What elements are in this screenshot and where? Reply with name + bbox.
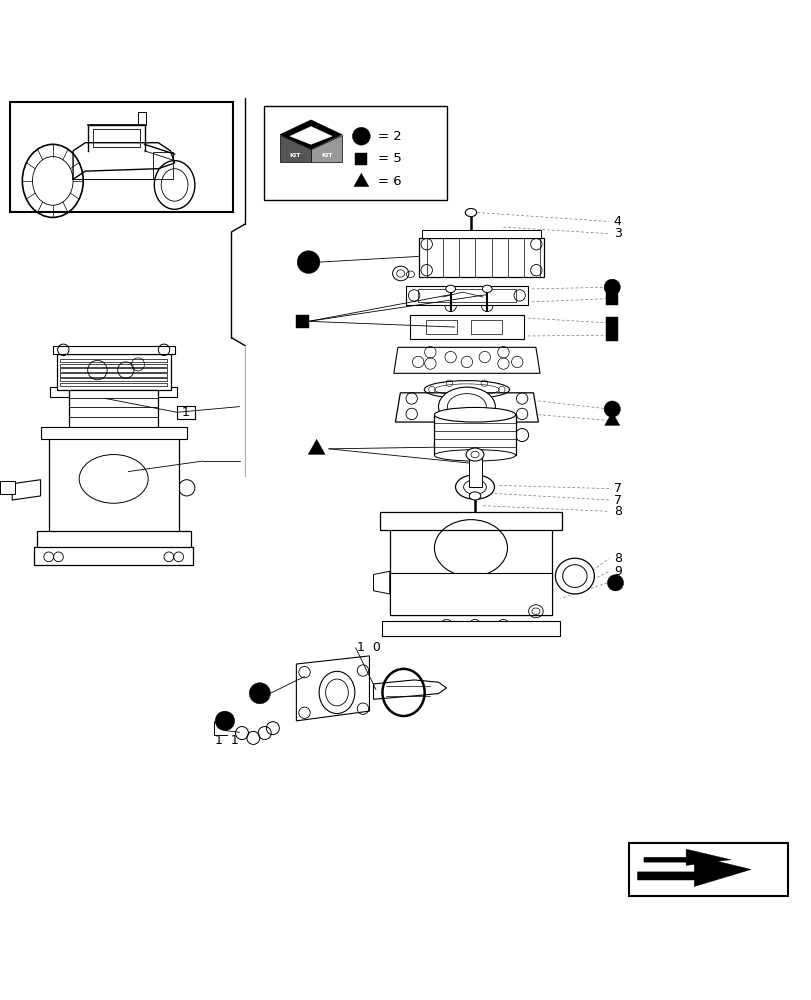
Ellipse shape: [438, 387, 495, 426]
Polygon shape: [311, 135, 341, 162]
Text: 7: 7: [613, 493, 621, 506]
Bar: [264, 106, 446, 200]
Text: KIT: KIT: [289, 153, 300, 158]
Circle shape: [607, 575, 623, 591]
Bar: [434, 415, 515, 455]
Bar: [50, 387, 177, 397]
Text: 8: 8: [613, 505, 621, 518]
Text: 7: 7: [613, 482, 621, 495]
Polygon shape: [12, 480, 41, 500]
Text: KIT: KIT: [321, 153, 333, 158]
Circle shape: [603, 401, 620, 417]
Polygon shape: [373, 680, 446, 699]
Ellipse shape: [555, 558, 594, 594]
Bar: [410, 315, 523, 339]
Bar: [55, 433, 172, 442]
Bar: [418, 238, 543, 277]
Polygon shape: [308, 439, 324, 454]
Bar: [36, 531, 191, 549]
Bar: [57, 354, 170, 390]
Bar: [418, 289, 515, 302]
Bar: [426, 320, 457, 334]
Ellipse shape: [482, 285, 491, 293]
Bar: [10, 102, 233, 212]
Polygon shape: [395, 393, 538, 422]
Ellipse shape: [319, 671, 354, 714]
Bar: [0, 481, 15, 494]
Bar: [468, 455, 481, 487]
Bar: [60, 373, 167, 377]
Ellipse shape: [469, 492, 480, 500]
Bar: [69, 390, 158, 435]
Polygon shape: [354, 173, 368, 187]
Bar: [60, 383, 167, 386]
Text: = 6: = 6: [377, 175, 401, 188]
Bar: [53, 346, 174, 354]
Bar: [60, 359, 167, 362]
Bar: [60, 364, 167, 367]
Bar: [605, 329, 618, 341]
Bar: [295, 315, 308, 328]
Ellipse shape: [434, 450, 515, 461]
Polygon shape: [373, 571, 389, 594]
Bar: [49, 435, 178, 532]
Bar: [138, 112, 146, 125]
Circle shape: [297, 251, 320, 273]
Ellipse shape: [434, 407, 515, 422]
Circle shape: [215, 711, 234, 731]
Bar: [470, 320, 501, 334]
Text: 4: 4: [613, 215, 621, 228]
Bar: [41, 427, 187, 439]
Bar: [406, 286, 527, 305]
Text: = 5: = 5: [377, 152, 401, 165]
Bar: [389, 522, 551, 615]
Bar: [381, 621, 560, 636]
Text: 1  0: 1 0: [357, 641, 380, 654]
Ellipse shape: [445, 285, 455, 293]
Bar: [60, 378, 167, 381]
Bar: [389, 573, 551, 615]
Text: 9: 9: [613, 565, 621, 578]
Bar: [605, 293, 618, 305]
Text: 8: 8: [613, 552, 621, 565]
Bar: [629, 843, 787, 896]
Polygon shape: [280, 135, 311, 162]
Ellipse shape: [465, 208, 476, 217]
Text: = 2: = 2: [377, 130, 401, 143]
Text: 1: 1: [181, 406, 189, 419]
Bar: [354, 153, 367, 165]
Polygon shape: [393, 347, 539, 373]
Polygon shape: [290, 126, 332, 144]
Circle shape: [352, 127, 370, 145]
Polygon shape: [296, 656, 369, 721]
Bar: [93, 129, 140, 147]
Text: 3: 3: [613, 227, 621, 240]
Polygon shape: [637, 856, 750, 887]
Bar: [34, 547, 193, 565]
Ellipse shape: [455, 475, 494, 499]
Polygon shape: [280, 120, 341, 149]
Bar: [605, 317, 618, 329]
Circle shape: [249, 683, 270, 704]
Polygon shape: [643, 849, 730, 865]
Circle shape: [603, 279, 620, 295]
Ellipse shape: [466, 448, 483, 461]
Bar: [152, 152, 173, 179]
Text: 1  1: 1 1: [215, 734, 238, 747]
Bar: [421, 230, 540, 238]
Polygon shape: [604, 412, 619, 425]
Bar: [380, 512, 561, 530]
Bar: [60, 368, 167, 372]
Bar: [177, 406, 195, 419]
